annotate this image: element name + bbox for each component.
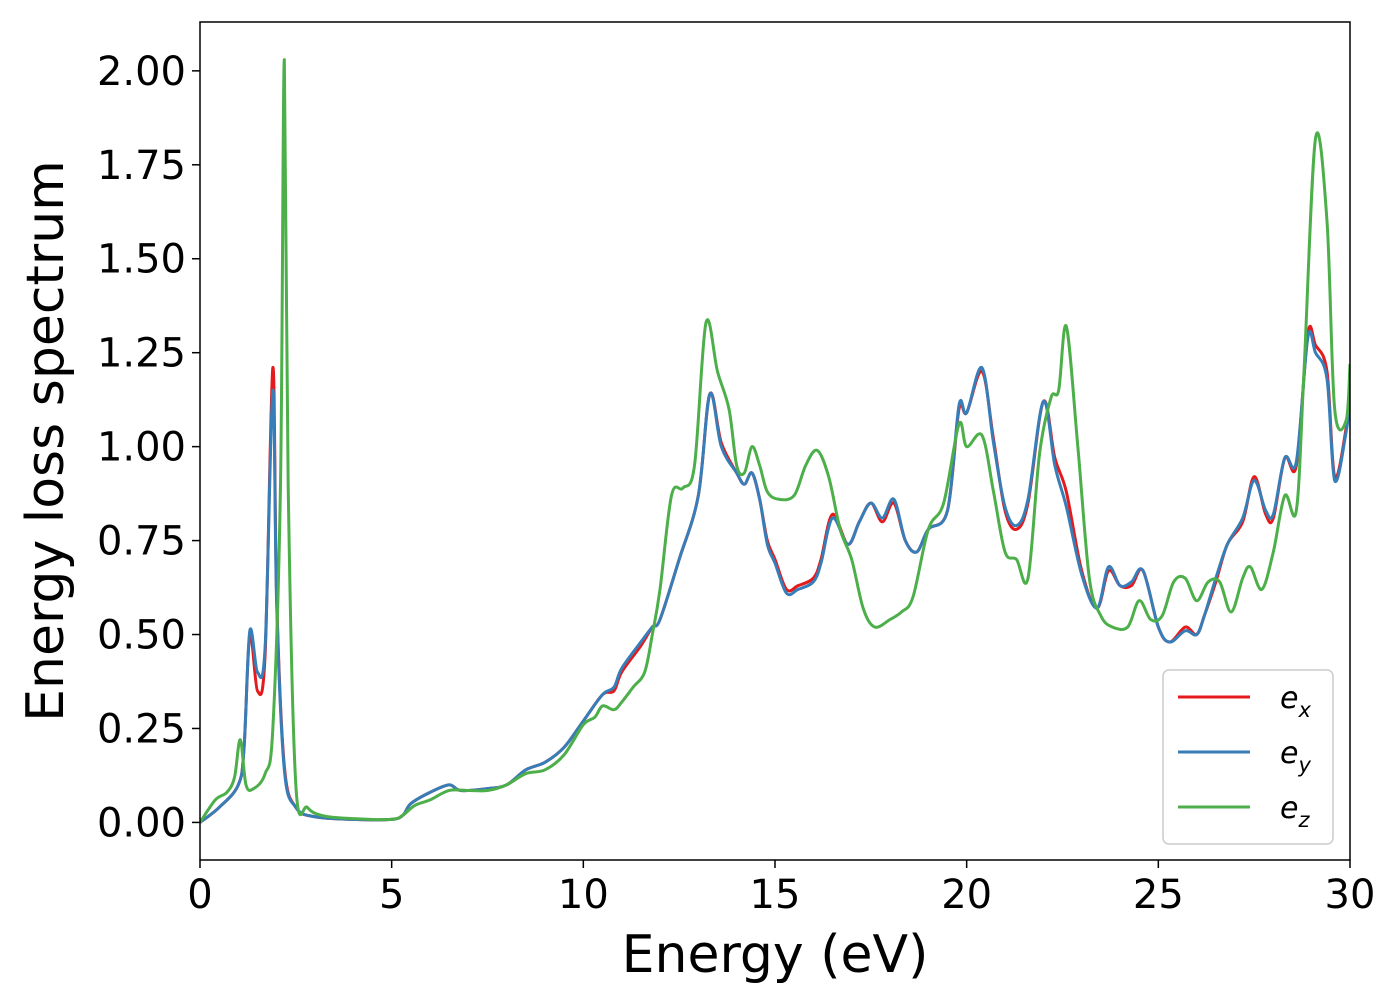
y-tick-label: 1.50 bbox=[97, 237, 186, 283]
y-tick-label: 0.75 bbox=[97, 519, 186, 565]
y-tick-label: 0.25 bbox=[97, 706, 186, 752]
y-tick-label: 1.25 bbox=[97, 331, 186, 377]
y-tick-label: 2.00 bbox=[97, 49, 186, 95]
series-line-ez bbox=[200, 58, 1350, 824]
x-tick-label: 10 bbox=[558, 872, 609, 918]
legend-label-ey: ey bbox=[1280, 736, 1311, 777]
y-tick-label: 1.00 bbox=[97, 425, 186, 471]
x-tick-label: 30 bbox=[1325, 872, 1376, 918]
x-axis-label: Energy (eV) bbox=[622, 925, 929, 985]
y-tick-label: 0.50 bbox=[97, 613, 186, 659]
legend-subscript: z bbox=[1297, 808, 1310, 832]
legend-subscript: y bbox=[1297, 753, 1311, 777]
legend-box bbox=[1162, 669, 1334, 845]
ticks-layer: 0 5 10 15 20 25 30 0.00 0.25 0.50 0.75 1.00 1.25 1.50… bbox=[97, 49, 1376, 918]
y-tick-label: 0.00 bbox=[97, 800, 186, 846]
x-tick-label: 20 bbox=[941, 872, 992, 918]
y-axis-label: Energy loss spectrum bbox=[16, 160, 76, 722]
y-tick-label: 1.75 bbox=[97, 143, 186, 189]
x-tick-label: 15 bbox=[750, 872, 801, 918]
x-tick-label: 5 bbox=[379, 872, 404, 918]
legend-subscript: x bbox=[1297, 698, 1311, 722]
x-tick-label: 0 bbox=[187, 872, 212, 918]
series-layer bbox=[200, 58, 1350, 824]
x-tick-label: 25 bbox=[1133, 872, 1184, 918]
